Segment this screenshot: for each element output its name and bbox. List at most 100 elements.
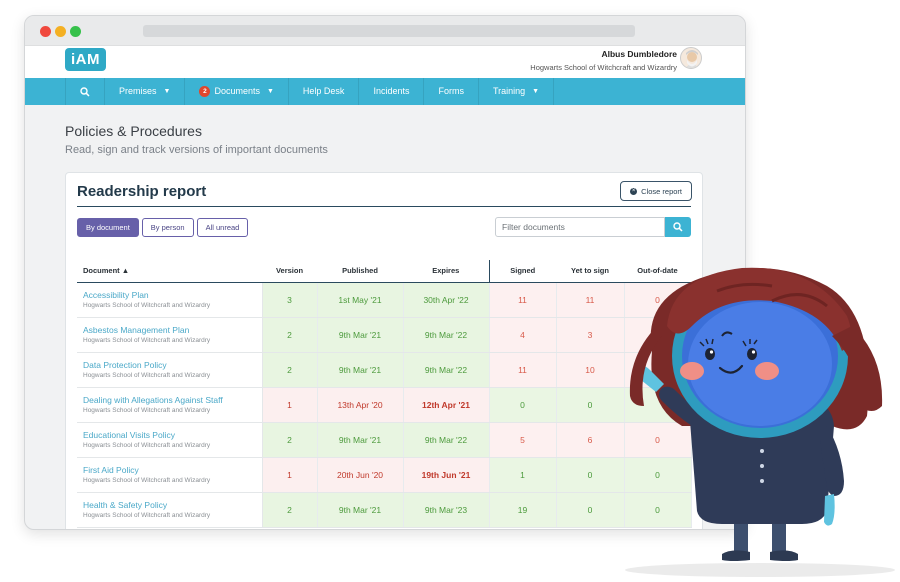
readership-table: Document ▲ Version Published Expires Sig…	[77, 260, 692, 528]
version-cell: 2	[262, 422, 318, 458]
document-link[interactable]: First Aid Policy	[83, 465, 139, 475]
chevron-down-icon: ▼	[532, 88, 540, 95]
user-name: Albus Dumbledore	[601, 49, 677, 59]
close-report-button[interactable]: × Close report	[620, 181, 692, 201]
document-link[interactable]: Accessibility Plan	[83, 290, 149, 300]
user-school: Hogwarts School of Witchcraft and Wizard…	[530, 63, 677, 72]
chevron-down-icon: ▼	[266, 88, 274, 95]
signed-cell[interactable]: 11	[488, 352, 557, 388]
maximize-window-dot[interactable]	[70, 26, 81, 37]
nav-premises-label: Premises	[119, 86, 157, 96]
nav-premises[interactable]: Premises ▼	[105, 78, 186, 105]
document-school: Hogwarts School of Witchcraft and Wizard…	[83, 442, 211, 449]
minimize-window-dot[interactable]	[55, 26, 66, 37]
title-divider	[77, 206, 691, 207]
yet-to-sign-cell[interactable]: 0	[556, 387, 625, 423]
published-cell: 1st May '21	[317, 282, 404, 318]
yet-to-sign-cell[interactable]: 11	[556, 282, 625, 318]
app-header: iAM Albus Dumbledore Hogwarts School of …	[25, 46, 745, 78]
out-of-date-cell[interactable]: 0	[624, 457, 692, 493]
report-view-tabs: By document By person All unread	[77, 218, 249, 237]
signed-cell[interactable]: 1	[488, 457, 557, 493]
yet-to-sign-cell[interactable]: 6	[556, 422, 625, 458]
col-signed[interactable]: Signed	[488, 260, 556, 283]
out-of-date-cell[interactable]: 0	[624, 422, 692, 458]
document-cell[interactable]: Health & Safety Policy Hogwarts School of…	[77, 492, 263, 528]
tab-all-unread[interactable]: All unread	[196, 218, 249, 237]
nav-help-desk[interactable]: Help Desk	[289, 78, 360, 105]
nav-forms-label: Forms	[438, 86, 464, 96]
signed-cell[interactable]: 0	[488, 387, 557, 423]
document-link[interactable]: Dealing with Allegations Against Staff	[83, 395, 223, 405]
col-document[interactable]: Document ▲	[77, 260, 262, 283]
col-out-of-date[interactable]: Out-of-date	[624, 260, 691, 283]
document-cell[interactable]: First Aid Policy Hogwarts School of Witch…	[77, 457, 263, 493]
nav-training[interactable]: Training ▼	[479, 78, 555, 105]
out-of-date-cell[interactable]: 0	[624, 492, 692, 528]
table-row[interactable]: First Aid Policy Hogwarts School of Witch…	[77, 457, 692, 493]
mascot-shadow	[625, 563, 895, 577]
published-cell: 9th Mar '21	[317, 422, 404, 458]
document-cell[interactable]: Educational Visits Policy Hogwarts School…	[77, 422, 263, 458]
table-row[interactable]: Dealing with Allegations Against Staff Ho…	[77, 387, 692, 423]
document-link[interactable]: Educational Visits Policy	[83, 430, 175, 440]
document-cell[interactable]: Dealing with Allegations Against Staff Ho…	[77, 387, 263, 423]
page-subtitle: Read, sign and track versions of importa…	[65, 144, 328, 156]
signed-cell[interactable]: 5	[488, 422, 557, 458]
close-icon: ×	[630, 187, 638, 195]
yet-to-sign-cell[interactable]: 0	[556, 492, 625, 528]
col-version[interactable]: Version	[262, 260, 317, 283]
expires-cell: 30th Apr '22	[403, 282, 490, 318]
table-row[interactable]: Health & Safety Policy Hogwarts School of…	[77, 492, 692, 528]
yet-to-sign-cell[interactable]: 0	[556, 457, 625, 493]
signed-cell[interactable]: 4	[488, 317, 557, 353]
version-cell: 2	[262, 352, 318, 388]
avatar[interactable]	[680, 47, 702, 69]
search-icon	[80, 86, 90, 97]
document-school: Hogwarts School of Witchcraft and Wizard…	[83, 512, 211, 519]
yet-to-sign-cell[interactable]: 3	[556, 317, 625, 353]
tab-by-person[interactable]: By person	[141, 218, 194, 237]
table-row[interactable]: Data Protection Policy Hogwarts School of…	[77, 352, 692, 388]
published-cell: 13th Apr '20	[317, 387, 404, 423]
document-cell[interactable]: Accessibility Plan Hogwarts School of Wit…	[77, 282, 263, 318]
document-link[interactable]: Data Protection Policy	[83, 360, 167, 370]
document-link[interactable]: Asbestos Management Plan	[83, 325, 190, 335]
published-cell: 20th Jun '20	[317, 457, 404, 493]
nav-search[interactable]	[65, 78, 105, 105]
filter-documents-input[interactable]: Filter documents	[495, 217, 665, 237]
document-school: Hogwarts School of Witchcraft and Wizard…	[83, 372, 211, 379]
version-cell: 1	[262, 387, 318, 423]
nav-forms[interactable]: Forms	[424, 78, 479, 105]
document-cell[interactable]: Asbestos Management Plan Hogwarts School …	[77, 317, 263, 353]
document-cell[interactable]: Data Protection Policy Hogwarts School of…	[77, 352, 263, 388]
published-cell: 9th Mar '21	[317, 317, 404, 353]
signed-cell[interactable]: 19	[488, 492, 557, 528]
search-icon	[673, 222, 683, 232]
col-expires[interactable]: Expires	[403, 260, 489, 283]
nav-incidents[interactable]: Incidents	[359, 78, 425, 105]
nav-incidents-label: Incidents	[373, 86, 410, 96]
document-link[interactable]: Health & Safety Policy	[83, 500, 168, 510]
table-row[interactable]: Educational Visits Policy Hogwarts School…	[77, 422, 692, 458]
close-window-dot[interactable]	[40, 26, 51, 37]
readership-report-card: Readership report × Close report By docu…	[65, 172, 703, 529]
yet-to-sign-cell[interactable]: 10	[556, 352, 625, 388]
tab-by-document[interactable]: By document	[77, 218, 139, 237]
table-row[interactable]: Accessibility Plan Hogwarts School of Wit…	[77, 282, 692, 318]
report-title: Readership report	[77, 183, 207, 200]
iam-logo[interactable]: iAM	[65, 48, 106, 71]
browser-chrome	[25, 16, 745, 46]
page-title: Policies & Procedures	[65, 123, 202, 139]
document-school: Hogwarts School of Witchcraft and Wizard…	[83, 407, 211, 414]
col-yet-to-sign[interactable]: Yet to sign	[556, 260, 624, 283]
filter-search-button[interactable]	[665, 217, 691, 237]
nav-documents[interactable]: 2 Documents ▼	[185, 78, 289, 105]
close-report-label: Close report	[641, 186, 682, 196]
address-bar[interactable]	[143, 25, 635, 37]
signed-cell[interactable]: 11	[488, 282, 557, 318]
col-published[interactable]: Published	[317, 260, 403, 283]
table-row[interactable]: Asbestos Management Plan Hogwarts School …	[77, 317, 692, 353]
main-nav: Premises ▼ 2 Documents ▼ Help Desk Incid…	[25, 78, 745, 105]
expires-cell: 19th Jun '21	[403, 457, 490, 493]
